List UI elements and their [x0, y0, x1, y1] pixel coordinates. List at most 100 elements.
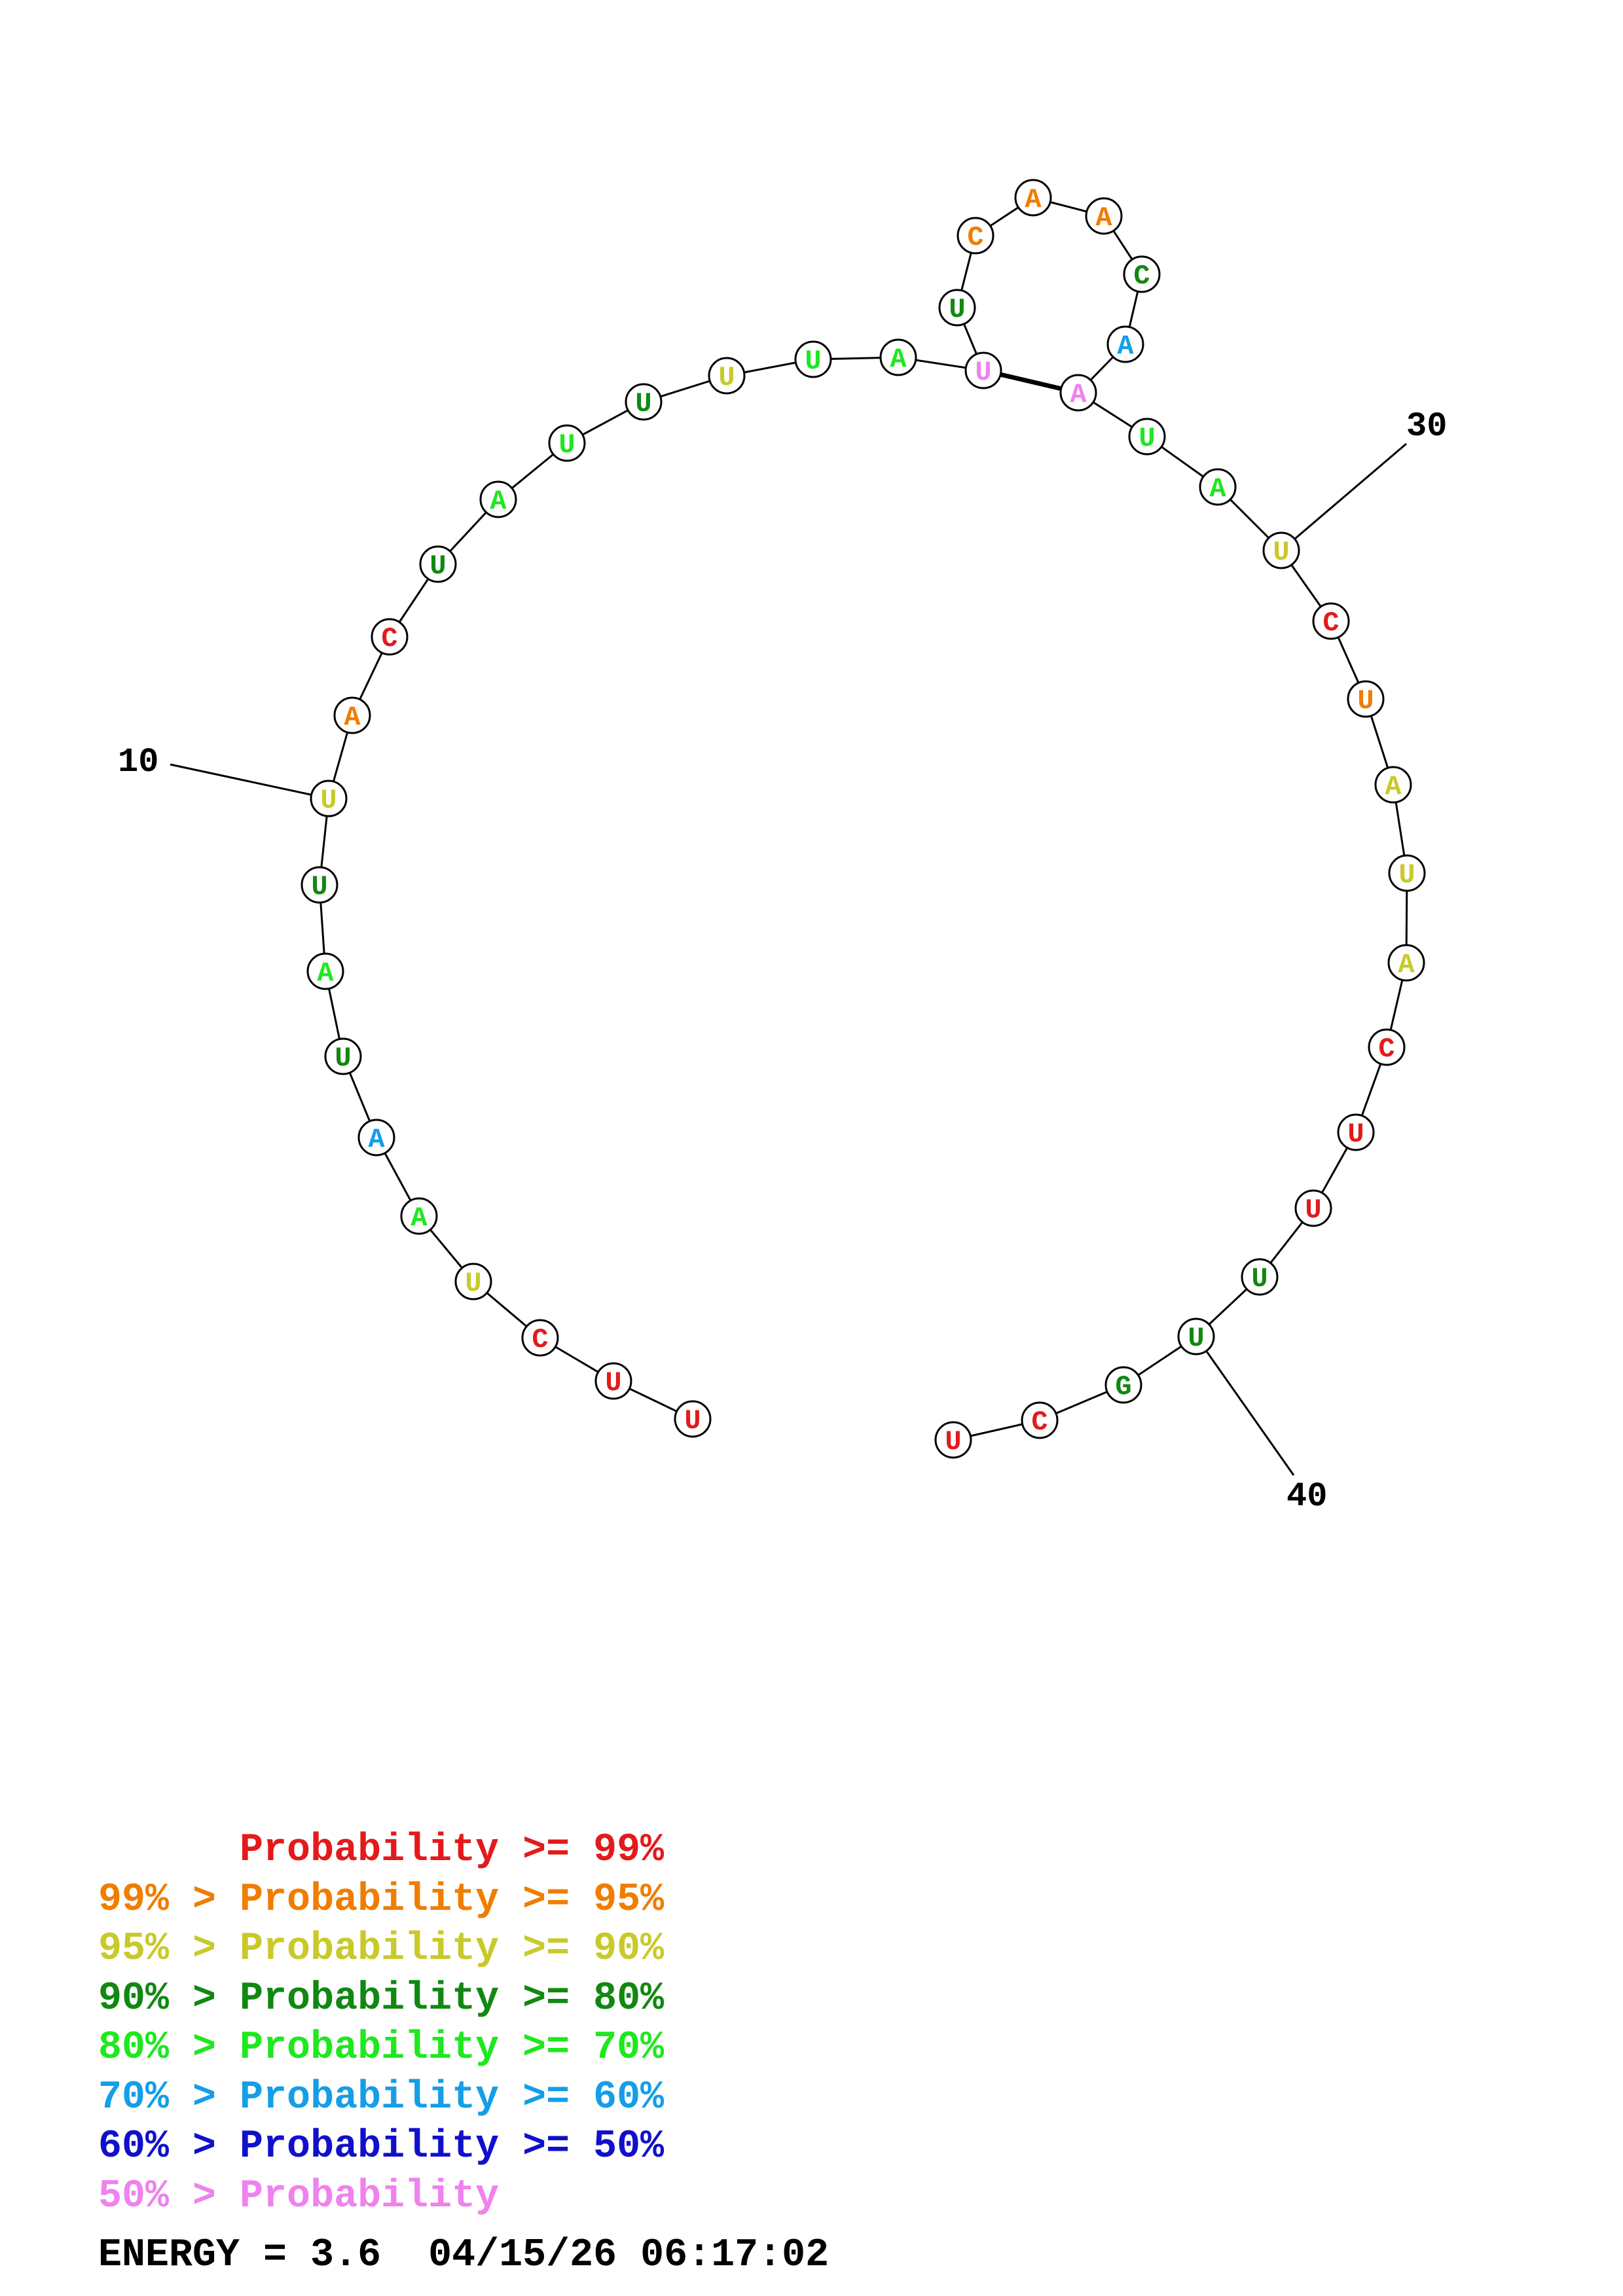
nucleotide: A — [1199, 468, 1237, 506]
nucleotide-circle — [479, 480, 517, 518]
position-label-40: 40 — [1286, 1477, 1327, 1516]
nucleotide: A — [1387, 944, 1425, 982]
nucleotide-circle — [371, 618, 409, 656]
nucleotide: A — [479, 480, 517, 518]
nucleotide: U — [708, 357, 746, 395]
nucleotide-circle — [454, 1263, 492, 1300]
nucleotide-base: A — [1070, 379, 1087, 410]
legend-text: Probability >= 80% — [240, 1976, 665, 2021]
nucleotide-circle — [794, 340, 832, 378]
nucleotide: U — [794, 340, 832, 378]
legend-prefix: 50% > — [98, 2174, 240, 2219]
nucleotide-circle — [1014, 179, 1052, 217]
nucleotide: C — [957, 217, 994, 255]
legend-text: Probability >= 95% — [240, 1877, 665, 1922]
nucleotide-base: U — [320, 785, 337, 816]
legend-text: Probability >= 60% — [240, 2075, 665, 2120]
legend-row: 99% > Probability >= 95% — [98, 1876, 664, 1926]
nucleotide-circle — [1199, 468, 1237, 506]
nucleotide: A — [333, 696, 371, 734]
nucleotide: A — [1106, 325, 1144, 363]
nucleotide: U — [1337, 1113, 1375, 1151]
nucleotide-circle — [964, 351, 1002, 389]
nucleotide-circle — [879, 338, 917, 376]
nucleotide: U — [419, 545, 457, 583]
nucleotide-base: A — [890, 344, 907, 375]
nucleotide-base: C — [1322, 607, 1339, 639]
nucleotide: U — [934, 1421, 972, 1459]
nucleotide-base: C — [1133, 260, 1150, 292]
nucleotide-circle — [400, 1197, 438, 1235]
nucleotide: U — [938, 289, 976, 327]
nucleotide-circle — [333, 696, 371, 734]
position-label-10: 10 — [118, 743, 158, 781]
nucleotide: C — [521, 1319, 559, 1357]
nucleotide-base: C — [967, 222, 983, 253]
legend-row: 95% > Probability >= 90% — [98, 1925, 664, 1975]
nucleotide-base: A — [1209, 473, 1226, 505]
legend-prefix: 90% > — [98, 1976, 240, 2021]
nucleotide-base: A — [490, 486, 507, 517]
nucleotide: U — [1294, 1189, 1332, 1227]
nucleotide: A — [1085, 197, 1123, 235]
nucleotide-circle — [324, 1037, 362, 1075]
nucleotide-circle — [1388, 854, 1426, 892]
nucleotide-base: U — [311, 871, 327, 903]
nucleotide: U — [1388, 854, 1426, 892]
position-labels: 10 30 40 — [118, 407, 1447, 1516]
nucleotide-circle — [1294, 1189, 1332, 1227]
nucleotide: C — [1312, 602, 1350, 640]
nucleotide: U — [454, 1263, 492, 1300]
energy-line: ENERGY = 3.6 04/15/26 06:17:02 — [98, 2233, 830, 2278]
nucleotide-base: U — [945, 1426, 961, 1458]
nucleotide-base: U — [605, 1367, 621, 1399]
nucleotide-circle — [1104, 1366, 1142, 1404]
nucleotide-base: A — [317, 958, 334, 989]
nucleotide-circle — [310, 780, 348, 817]
nucleotide-base: G — [1115, 1371, 1131, 1403]
nucleotide-base: A — [1095, 202, 1112, 234]
nucleotide-circle — [1106, 325, 1144, 363]
legend-text: Probability >= 50% — [240, 2125, 665, 2169]
nucleotide-base: U — [1357, 685, 1374, 717]
nucleotide: C — [1123, 255, 1161, 293]
nucleotide-circle — [1059, 374, 1097, 412]
nucleotide-circle — [594, 1362, 632, 1400]
legend-prefix: 95% > — [98, 1927, 240, 1971]
nucleotide: C — [371, 618, 409, 656]
nucleotide-circle — [1368, 1028, 1406, 1066]
nucleotide-base: U — [718, 362, 735, 393]
nucleotide-base: A — [1025, 184, 1042, 215]
legend-text: Probability — [240, 2174, 500, 2219]
legend-text: Probability >= 70% — [240, 2026, 665, 2070]
nucleotide-circle — [548, 424, 586, 462]
backbone-lines — [318, 196, 1408, 1441]
nucleotide-circle — [957, 217, 994, 255]
nucleotide-circle — [1241, 1258, 1279, 1296]
nucleotide-circle — [1262, 531, 1300, 569]
nucleotide: U — [324, 1037, 362, 1075]
nucleotide-base: U — [558, 429, 575, 461]
nucleotide-base: U — [1398, 859, 1415, 891]
nucleotide-circle — [1347, 680, 1385, 718]
nucleotide: U — [301, 866, 338, 904]
nucleotide-circle — [625, 383, 663, 421]
nucleotide-circle — [521, 1319, 559, 1357]
nucleotide: U — [310, 780, 348, 817]
nucleotide-base: U — [975, 357, 991, 388]
nucleotide-base: U — [1305, 1194, 1321, 1226]
nucleotide: C — [1021, 1401, 1059, 1439]
nucleotide: A — [1374, 766, 1412, 804]
nucleotide: U — [674, 1400, 712, 1438]
legend-row: 60% > Probability >= 50% — [98, 2123, 664, 2172]
nucleotide-base: U — [1188, 1323, 1204, 1354]
probability-legend: Probability >= 99% 99% > Probability >= 9… — [98, 1826, 664, 2221]
legend-text: Probability >= 90% — [240, 1927, 665, 1971]
nucleotide: A — [879, 338, 917, 376]
nucleotide-base: A — [344, 702, 361, 733]
nucleotide-base: U — [635, 388, 651, 420]
nucleotide: U — [625, 383, 663, 421]
legend-prefix: 80% > — [98, 2026, 240, 2070]
nucleotide: A — [1059, 374, 1097, 412]
